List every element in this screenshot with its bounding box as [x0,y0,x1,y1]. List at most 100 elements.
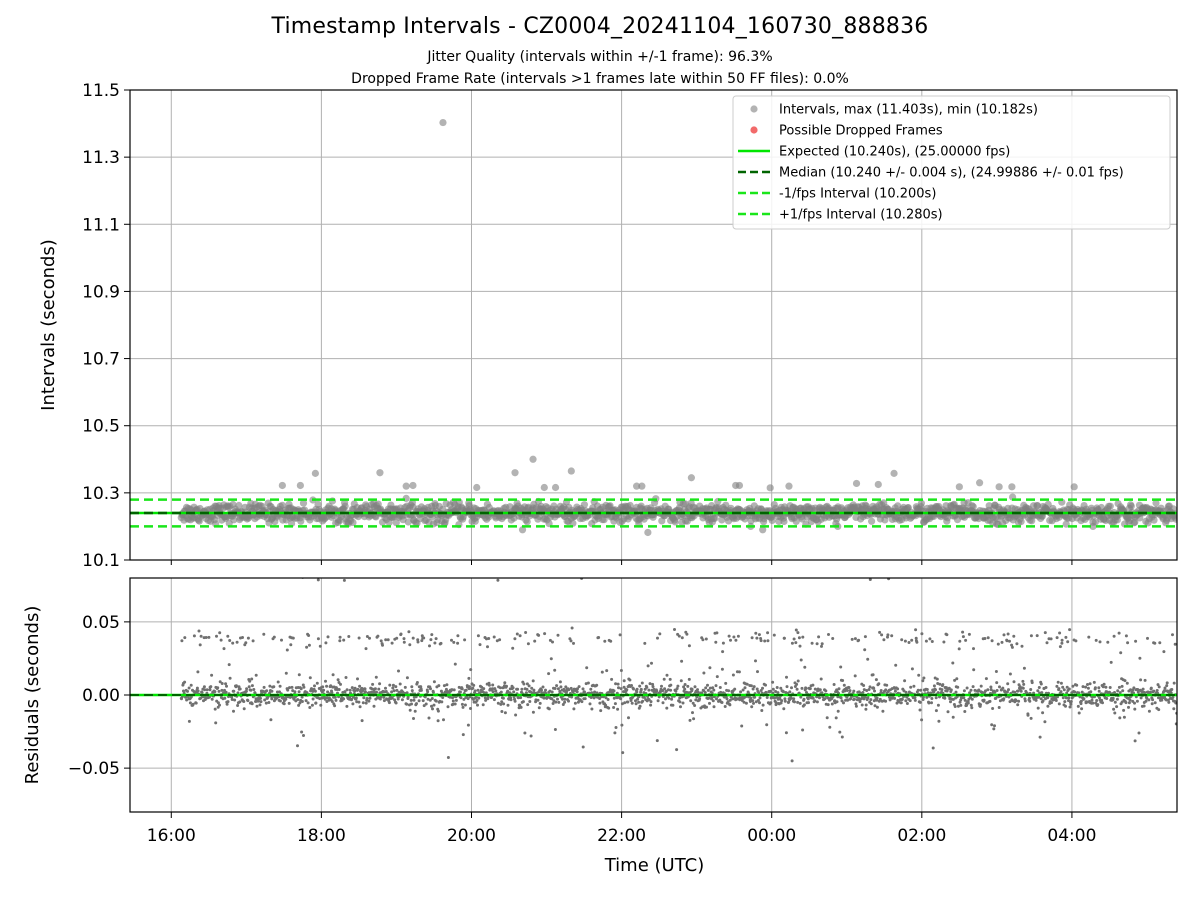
residual-point [1065,685,1069,689]
residual-point [813,687,817,691]
residual-point [1055,684,1059,688]
residual-point [1067,687,1071,691]
residual-point [752,701,755,705]
residual-point [543,632,547,636]
residual-point [466,723,470,727]
residual-point [708,686,712,690]
interval-point [349,518,357,527]
residual-point [813,699,817,703]
residual-point [732,635,736,639]
residual-point [819,677,823,681]
residual-point [410,689,414,693]
residual-point [484,691,488,695]
residual-point [405,702,409,706]
residual-point [553,668,557,672]
interval-point [235,501,243,510]
residual-point [415,702,418,706]
residual-point [324,679,327,683]
residual-point [326,690,330,694]
residual-point [1086,683,1089,686]
residual-point [614,726,618,729]
residual-point [350,697,354,701]
residual-point [513,699,517,703]
residual-point [472,683,476,687]
residual-point [612,689,616,693]
residual-point [671,703,675,707]
residual-point [318,644,322,648]
residual-point [705,705,708,709]
residual-point [691,701,695,705]
residual-point [962,689,966,693]
residual-point [766,639,770,643]
residual-point [599,709,603,713]
residual-point [1173,642,1177,646]
residual-point [437,684,441,688]
residual-point [963,698,967,702]
residual-point [832,683,836,686]
residual-point [635,690,639,694]
residual-point [918,708,922,712]
residual-point [384,690,388,693]
residual-point [910,638,914,642]
residual-point [986,688,990,692]
residual-point [467,676,471,680]
residual-point [222,647,226,651]
interval-point [671,518,679,526]
residual-point [655,739,659,743]
residual-point [751,687,755,691]
residual-point [252,688,256,691]
interval-point [297,517,305,525]
residual-point [880,633,884,637]
residual-point [774,701,778,705]
residual-point [1023,699,1027,703]
interval-outlier-point [735,481,744,490]
interval-point [969,503,977,511]
residual-point [514,713,518,717]
residual-point [564,685,568,689]
legend-label: Expected (10.240s), (25.00000 fps) [779,145,1010,160]
residual-point [656,699,660,703]
residual-point [214,721,218,725]
residual-point [230,698,234,701]
residual-point [968,691,972,695]
residual-point [718,686,722,689]
residual-point [1059,690,1063,694]
residual-point [956,685,960,689]
residual-point [436,719,440,723]
residual-point [410,685,414,689]
residual-point [1043,631,1047,635]
residual-point [963,710,967,713]
residual-point [1169,691,1173,695]
residual-point [921,695,925,699]
residual-point [496,701,500,705]
residual-point [265,689,269,693]
residual-point [491,683,495,687]
interval-point [392,519,400,527]
residual-point [796,700,800,704]
residual-point [577,685,581,689]
residual-point [983,637,987,640]
interval-outlier-point [402,482,410,490]
residual-point [1027,696,1031,700]
residual-point [873,689,876,693]
residual-point [431,690,435,694]
residual-point [1058,645,1062,649]
residual-point [864,707,868,711]
residual-point [408,643,412,647]
residual-point [368,696,372,700]
residual-point [651,685,655,689]
residual-point [687,677,691,681]
residual-point [1113,700,1117,704]
residual-point [615,696,619,700]
residual-point [412,717,415,720]
residual-point [321,685,325,689]
residual-point [685,632,689,636]
residual-point [1147,698,1151,702]
residual-point [1116,689,1120,693]
residual-point [779,686,783,690]
residual-point [731,673,735,677]
residual-point [550,690,554,694]
residual-point [854,704,858,708]
residual-point [677,634,681,638]
